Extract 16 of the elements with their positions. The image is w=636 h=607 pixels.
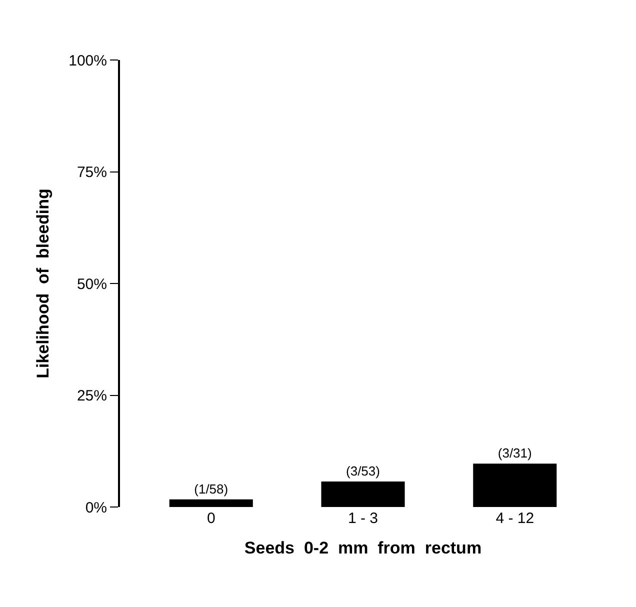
x-tick-label: 1 - 3 <box>348 510 378 527</box>
y-axis-title: Likelihood of bleeding <box>34 188 53 378</box>
data-label: (1/58) <box>194 481 228 496</box>
x-tick-label: 0 <box>206 510 216 527</box>
bar <box>169 499 253 507</box>
y-tick-label: 75% <box>76 164 107 181</box>
data-label: (3/53) <box>346 464 380 479</box>
x-tick-label: 4 - 12 <box>496 510 534 527</box>
data-label: (3/31) <box>498 446 532 461</box>
y-tick-label: 25% <box>76 388 107 404</box>
bar <box>473 464 557 507</box>
bar <box>321 482 405 507</box>
x-axis-title: Seeds 0-2 mm from rectum <box>244 538 482 558</box>
y-tick-label: 100% <box>68 52 107 70</box>
y-tick-label: 0% <box>85 499 107 516</box>
y-tick-label: 50% <box>76 276 107 293</box>
